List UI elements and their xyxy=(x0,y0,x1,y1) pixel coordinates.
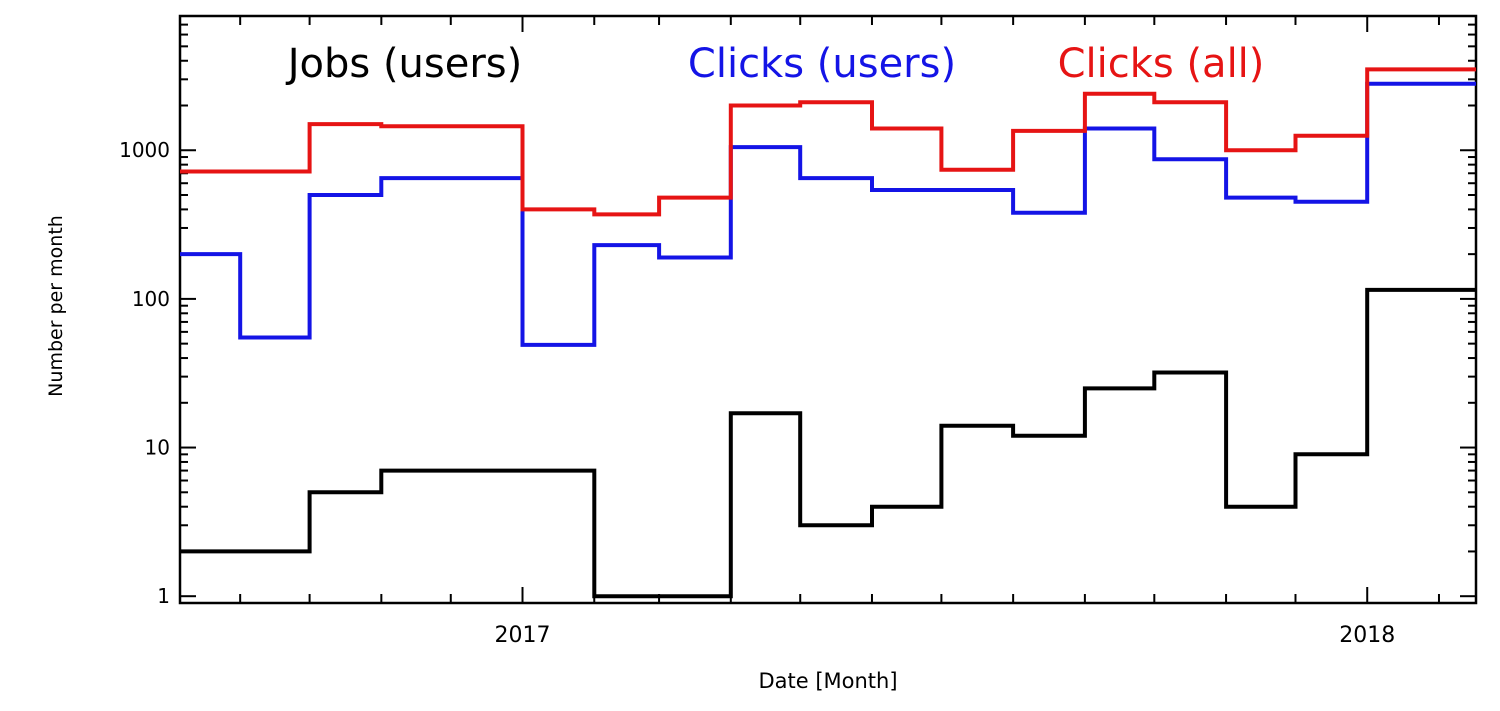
legend-entry: Jobs (users) xyxy=(285,41,523,87)
plot-frame xyxy=(178,14,1478,605)
series-lines xyxy=(180,67,1476,599)
y-tick-label: 100 xyxy=(132,287,170,311)
plot-border xyxy=(178,14,1478,605)
series-line-1 xyxy=(180,81,1476,347)
x-axis-label: Date [Month] xyxy=(758,669,897,693)
y-tick-label: 1000 xyxy=(119,138,170,162)
legend-entry: Clicks (all) xyxy=(1058,41,1265,87)
y-tick-label: 1 xyxy=(157,584,170,608)
y-axis-label: Number per month xyxy=(45,215,67,397)
x-tick-label: 2018 xyxy=(1339,623,1395,648)
legend-entry: Clicks (users) xyxy=(688,41,956,87)
y-tick-label: 10 xyxy=(145,436,170,460)
series-line-2 xyxy=(180,67,1476,217)
series-line-0 xyxy=(180,287,1476,599)
x-tick-label: 2017 xyxy=(495,623,551,648)
axis-ticks: 2017 2018 1 10 100 1000 xyxy=(119,15,1476,648)
legend: Jobs (users) Clicks (users) Clicks (all) xyxy=(285,41,1265,87)
